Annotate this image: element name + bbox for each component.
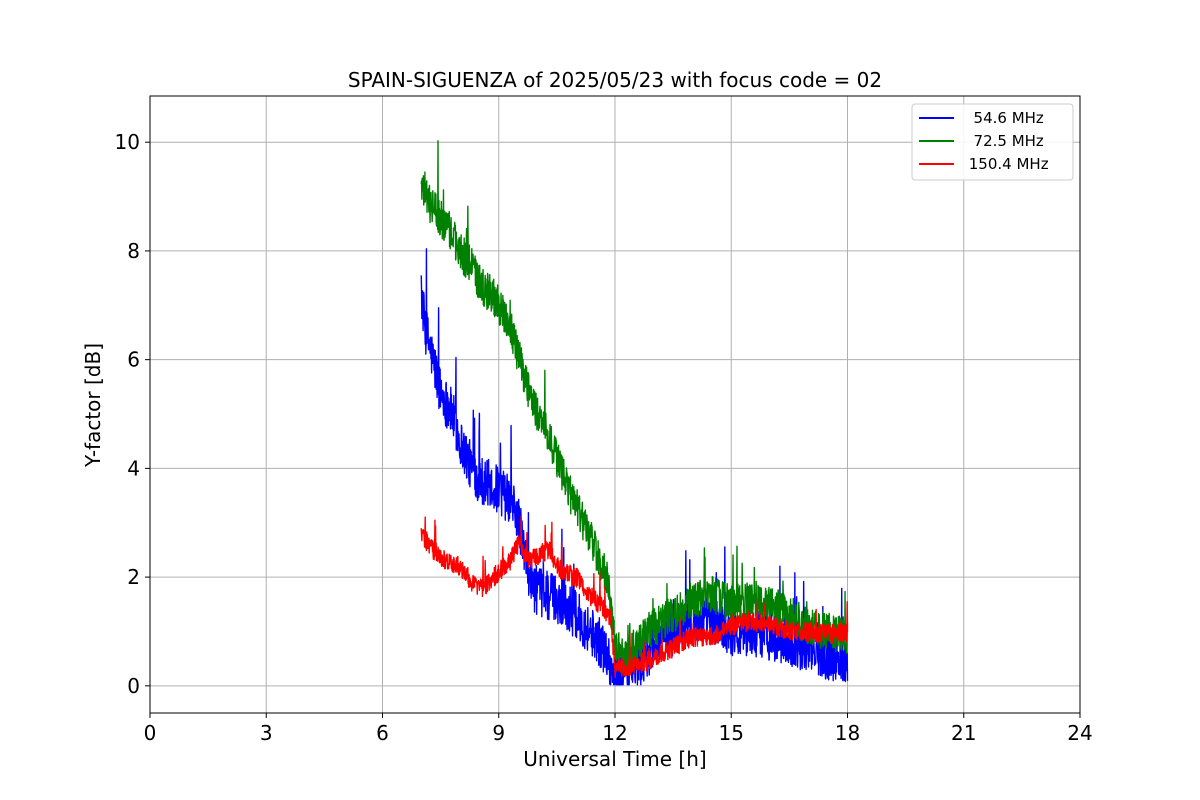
x-tick-label: 3: [260, 721, 273, 745]
y-tick-label: 8: [127, 239, 140, 263]
x-tick-label: 21: [951, 721, 976, 745]
legend-label-0: 54.6 MHz: [964, 109, 1044, 127]
x-axis-label: Universal Time [h]: [523, 747, 706, 771]
x-tick-label: 24: [1067, 721, 1092, 745]
y-tick-label: 0: [127, 674, 140, 698]
y-tick-label: 4: [127, 456, 140, 480]
chart-title: SPAIN-SIGUENZA of 2025/05/23 with focus …: [348, 68, 882, 92]
y-tick-label: 2: [127, 565, 140, 589]
legend-label-1: 72.5 MHz: [964, 132, 1044, 150]
y-axis-label: Y-factor [dB]: [81, 343, 105, 468]
legend-box: [911, 103, 1074, 181]
y-tick-label: 10: [115, 130, 140, 154]
x-tick-label: 18: [835, 721, 860, 745]
x-tick-label: 12: [602, 721, 627, 745]
y-tick-label: 6: [127, 348, 140, 372]
legend: 54.6 MHz 72.5 MHz 150.4 MHz: [911, 103, 1074, 181]
x-tick-label: 15: [719, 721, 744, 745]
x-tick-label: 9: [492, 721, 505, 745]
legend-label-2: 150.4 MHz: [964, 155, 1049, 173]
x-tick-label: 0: [144, 721, 157, 745]
series-layer: [420, 140, 849, 686]
series-line-2: [420, 515, 849, 679]
x-tick-label: 6: [376, 721, 389, 745]
